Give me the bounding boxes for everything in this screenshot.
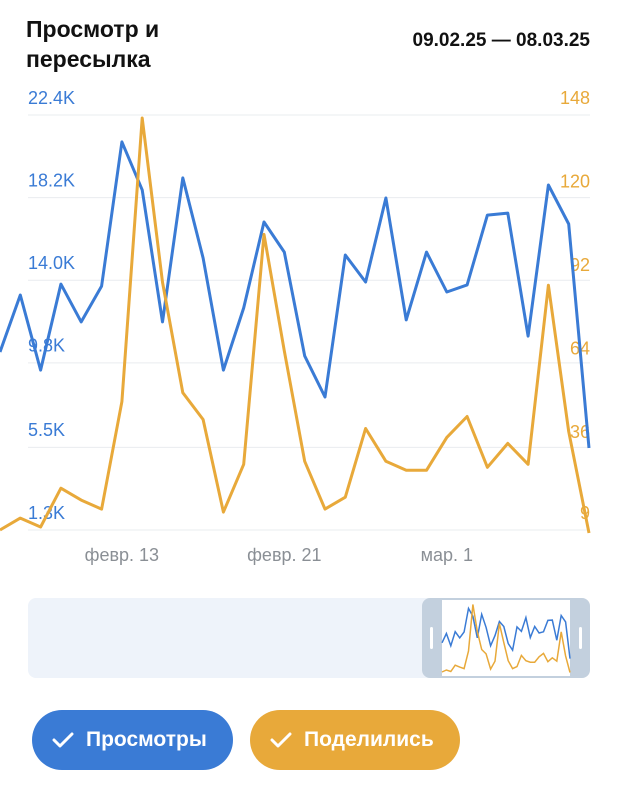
y-tick-label: 14.0K <box>28 253 75 273</box>
y2-tick-label: 148 <box>560 88 590 108</box>
legend-label: Просмотры <box>86 728 207 751</box>
date-range: 09.02.25 — 08.03.25 <box>412 30 590 51</box>
navigator-preview <box>441 604 571 673</box>
chart: 1.3K5.5K9.8K14.0K18.2K22.4K9366492120148… <box>0 88 591 678</box>
navigator-window[interactable] <box>422 598 590 678</box>
navigator-frame[interactable] <box>422 598 590 678</box>
check-icon <box>270 732 292 748</box>
y-tick-label: 22.4K <box>28 88 75 108</box>
legend-button[interactable]: Поделились <box>250 710 460 770</box>
y-tick-label: 5.5K <box>28 420 65 440</box>
series-line <box>0 140 591 449</box>
chart-title: Просмотр и пересылка <box>26 16 160 72</box>
x-tick-label: февр. 13 <box>85 545 159 565</box>
y2-tick-label: 36 <box>570 422 590 442</box>
y2-tick-label: 92 <box>570 255 590 275</box>
y2-tick-label: 120 <box>560 171 590 191</box>
series-line <box>0 116 591 534</box>
navigator-handle[interactable] <box>430 627 433 649</box>
check-icon <box>52 732 74 748</box>
legend-label: Поделились <box>304 728 434 751</box>
navigator-line <box>441 604 571 673</box>
y-tick-label: 18.2K <box>28 170 75 190</box>
navigator-handle[interactable] <box>579 627 582 649</box>
legend-button[interactable]: Просмотры <box>32 710 233 770</box>
navigator-line <box>441 606 571 659</box>
x-tick-label: февр. 21 <box>247 545 321 565</box>
x-tick-label: мар. 1 <box>421 545 473 565</box>
